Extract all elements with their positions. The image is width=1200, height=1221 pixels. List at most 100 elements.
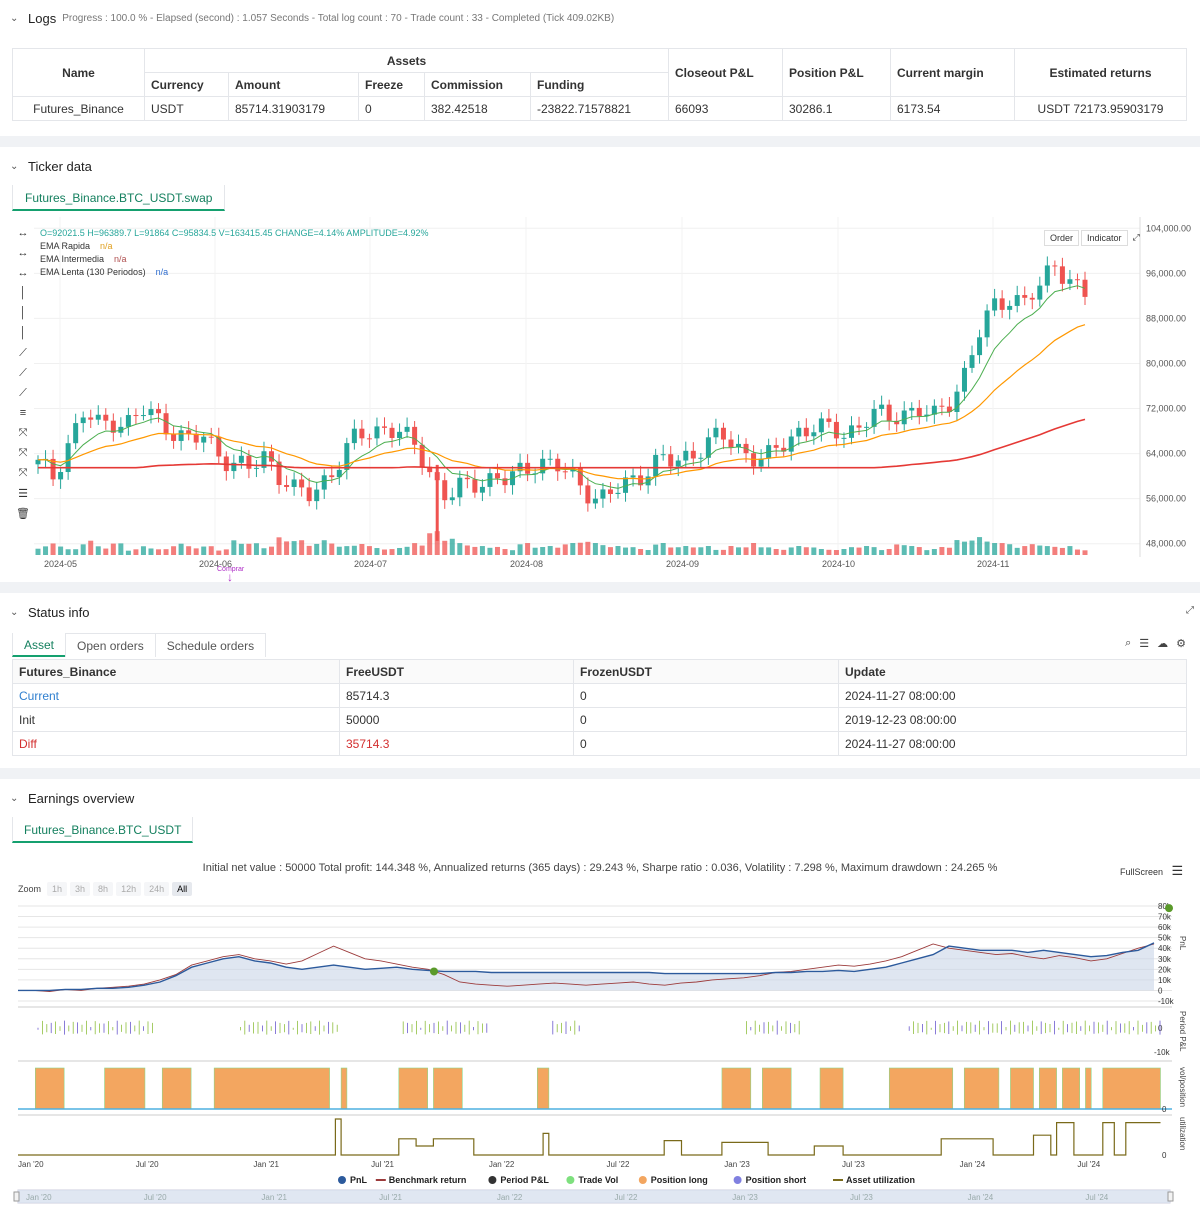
volume-bar [216,550,222,555]
zoom-button-8h[interactable]: 8h [93,882,114,896]
candle-body [238,455,244,463]
cloud-icon[interactable]: ☁ [1157,638,1169,650]
volume-bar [487,547,493,555]
x-tick-label: 2024-09 [666,559,699,569]
tab-ticker-symbol[interactable]: Futures_Binance.BTC_USDT.swap [12,185,226,211]
drawing-tool-icon[interactable]: ☰ [18,488,28,500]
candle-body [864,426,870,428]
candle-body [306,487,312,502]
zoom-button-24h[interactable]: 24h [144,882,170,896]
zoom-button-3h[interactable]: 3h [70,882,91,896]
candle-body [916,407,922,417]
pnl-area [18,942,1154,991]
chevron-down-icon[interactable]: ⌄ [10,12,19,24]
drawing-tool-icon[interactable]: │ [19,327,27,339]
candle-body [984,310,990,338]
candle-body [705,437,711,458]
ema-slow-line [38,418,1086,469]
candle-body [58,472,64,480]
chevron-down-icon[interactable]: ⌄ [10,606,19,618]
candle-body [404,426,410,432]
tab-schedule-orders[interactable]: Schedule orders [154,633,267,657]
status-header[interactable]: ⌄ Status info [0,600,89,624]
candle-body [992,298,998,311]
drawing-tool-icon[interactable]: ↔ [17,247,29,259]
tab-earnings-symbol[interactable]: Futures_Binance.BTC_USDT [12,817,194,843]
drawing-tool-icon[interactable]: ⤧ [18,447,28,459]
candle-body [118,426,124,433]
tab-asset[interactable]: Asset [12,633,67,657]
y-tick-label: 60k [1158,923,1172,932]
candle-body [728,439,734,448]
fullscreen-button[interactable]: FullScreen ☰ [1120,863,1183,879]
volume-bar [1037,545,1043,555]
legend-item: Trade Vol [566,1175,618,1185]
drawing-tool-icon[interactable]: 🗑 [16,508,30,520]
collapse-icon[interactable]: ⤢ [1186,605,1194,616]
drawing-tool-icon[interactable]: ↔ [17,267,29,279]
earnings-chart[interactable]: 80k70k60k50k40k30k20k10k0-10k0-10k00PnLP… [0,779,1200,1221]
candle-body [615,492,621,494]
candle-body [359,428,365,439]
order-button[interactable]: Order [1044,230,1080,246]
candle-body [690,450,696,459]
y-tick-label: -10k [1158,997,1175,1006]
candle-body [329,475,335,478]
zoom-button-All[interactable]: All [172,882,193,896]
candlestick-chart[interactable]: 104,000.00 96,000.00 88,000.00 80,000.00 72,… [0,147,1200,582]
volume-bar [728,546,734,555]
drawing-tool-icon[interactable]: ⟋ [19,367,27,379]
hamburger-icon[interactable]: ☰ [1171,863,1184,878]
drawing-tool-icon[interactable]: │ [19,287,27,299]
y-tick-label: -10k [1154,1048,1171,1057]
candle-body [713,427,719,438]
candle-body [585,485,591,504]
y-tick-label: 80k [1158,902,1172,911]
volume-bar [547,546,553,555]
drawing-tool-icon[interactable]: │ [19,307,27,319]
candle-body [856,425,862,428]
cell: 2024-11-27 08:00:00 [838,683,1187,708]
zoom-button-12h[interactable]: 12h [116,882,142,896]
x-tick-label: Jan '21 [253,1160,279,1169]
ticker-header[interactable]: ⌄ Ticker data [0,154,92,178]
candle-body [50,458,56,480]
ticker-title: Ticker data [28,158,92,174]
drawing-tool-icon[interactable]: ≡ [19,407,27,419]
candle-body [946,406,952,413]
drawing-tool-icon[interactable]: ⟋ [19,347,27,359]
volume-bar [999,543,1005,555]
drawing-tool-icon[interactable]: ⤧ [18,427,28,439]
search-icon[interactable]: ⌕ [1125,637,1132,649]
zoom-button-1h[interactable]: 1h [47,882,68,896]
gear-icon[interactable]: ⚙ [1176,638,1186,650]
earnings-header[interactable]: ⌄ Earnings overview [0,786,134,810]
drawing-tool-icon[interactable]: ⤧ [18,467,28,479]
menu-icon[interactable]: ☰ [1139,638,1150,650]
candle-body [720,427,726,440]
indicator-button[interactable]: Indicator [1081,230,1128,246]
legend-marker [733,1176,742,1184]
y-tick-label: 104,000.00 [1146,223,1191,233]
candle-body [954,391,960,413]
volume-bar [577,542,583,555]
chevron-down-icon[interactable]: ⌄ [10,792,19,804]
drawing-tool-icon[interactable]: ⟋ [19,387,27,399]
logs-title: Logs [28,10,57,26]
candle-body [788,436,794,452]
candle-body [909,407,915,411]
candle-body [193,433,199,443]
chevron-down-icon[interactable]: ⌄ [10,160,19,172]
volume-bar [961,541,967,555]
volume-bar [171,546,177,555]
volume-bar [73,549,79,555]
candle-body [88,417,94,420]
volume-bar [457,543,463,555]
tab-open-orders[interactable]: Open orders [65,633,156,657]
candle-body [171,434,177,441]
cell: Diff [12,731,340,756]
legend-label: EMA Rapida [40,241,91,251]
drawing-tool-icon[interactable]: ↔ [17,227,29,239]
expand-icon[interactable]: ⤢ [1132,232,1140,242]
logs-header[interactable]: ⌄ Logs Progress : 100.0 % - Elapsed (sec… [0,6,614,30]
